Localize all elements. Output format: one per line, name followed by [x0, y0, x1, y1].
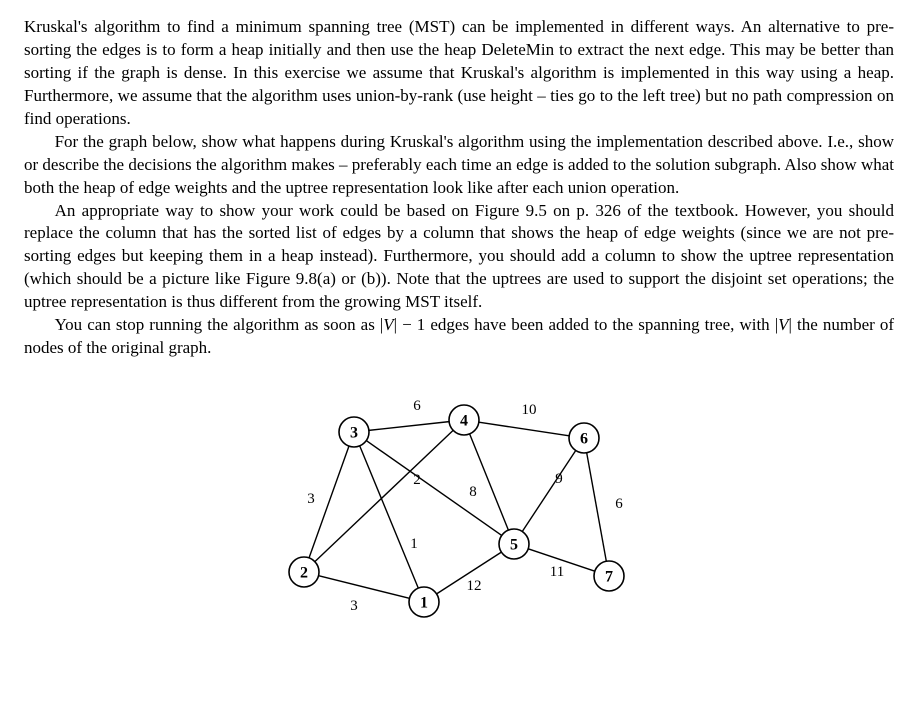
- problem-text: Kruskal's algorithm to find a minimum sp…: [0, 0, 918, 370]
- node-label-2: 2: [300, 565, 308, 582]
- edge-weight-1-5: 12: [467, 578, 482, 594]
- edge-weight-2-1: 3: [350, 598, 358, 614]
- p4-v2: V: [778, 315, 788, 334]
- edge-4-5: [470, 434, 509, 530]
- edge-weight-2-3: 3: [307, 491, 315, 507]
- edge-weight-4-5: 8: [469, 484, 477, 500]
- paragraph-4: You can stop running the algorithm as so…: [24, 314, 894, 360]
- graph-svg: 123456761032896112113: [249, 384, 669, 634]
- node-label-5: 5: [510, 537, 518, 554]
- p4-v1: V: [383, 315, 393, 334]
- edge-2-4: [315, 430, 453, 561]
- edge-weight-4-6: 10: [522, 402, 537, 418]
- edge-3-1: [360, 446, 419, 588]
- node-label-3: 3: [350, 425, 358, 442]
- edge-weight-2-4: 1: [410, 536, 418, 552]
- paragraph-2: For the graph below, show what happens d…: [24, 131, 894, 200]
- edge-weight-5-6: 9: [555, 471, 563, 487]
- graph-figure: 123456761032896112113: [0, 384, 918, 634]
- edge-weight-3-5: 2: [413, 472, 421, 488]
- p4-part-c: | − 1 edges have been added to the spann…: [394, 315, 778, 334]
- edge-weight-6-7: 6: [615, 496, 623, 512]
- edge-2-3: [309, 446, 349, 558]
- node-label-7: 7: [605, 569, 613, 586]
- node-label-6: 6: [580, 431, 588, 448]
- paragraph-3: An appropriate way to show your work cou…: [24, 200, 894, 315]
- paragraph-1: Kruskal's algorithm to find a minimum sp…: [24, 16, 894, 131]
- node-label-1: 1: [420, 595, 428, 612]
- edge-4-6: [479, 422, 569, 436]
- edge-weight-3-4: 6: [413, 398, 421, 414]
- edge-weight-5-7: 11: [550, 564, 564, 580]
- edge-5-6: [522, 451, 575, 532]
- edge-6-7: [587, 453, 607, 561]
- p4-part-a: You can stop running the algorithm as so…: [55, 315, 384, 334]
- edge-3-5: [366, 441, 501, 536]
- edge-3-4: [369, 422, 449, 431]
- node-label-4: 4: [460, 413, 468, 430]
- edge-2-1: [319, 576, 410, 599]
